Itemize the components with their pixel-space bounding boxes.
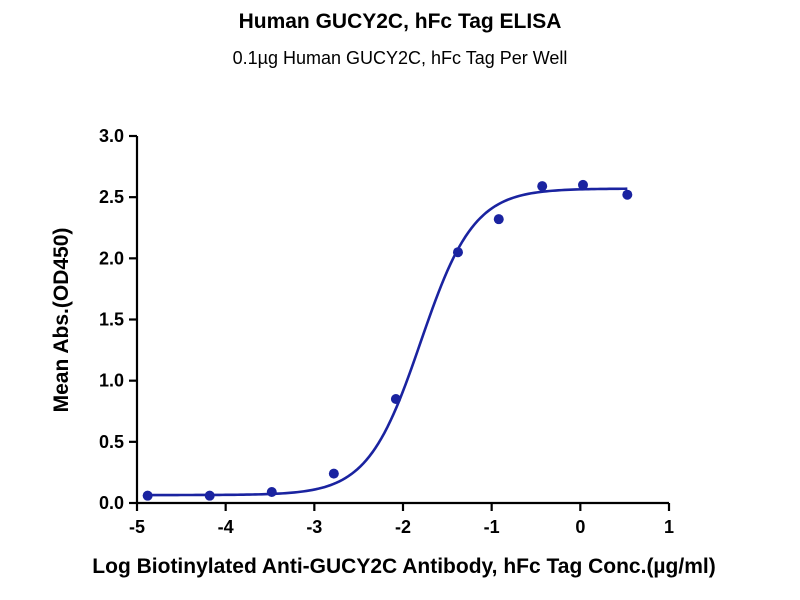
data-point [493, 214, 504, 225]
y-tick-label: 2.0 [99, 248, 124, 268]
y-axis-ticks: 0.0 0.5 1.0 1.5 2.0 2.5 3.0 [99, 126, 137, 513]
x-axis-label: Log Biotinylated Anti-GUCY2C Antibody, h… [92, 555, 715, 578]
data-point [328, 468, 339, 479]
y-tick-label: 0.0 [99, 493, 124, 513]
data-point [577, 179, 588, 190]
chart-subtitle: 0.1µg Human GUCY2C, hFc Tag Per Well [232, 48, 568, 68]
chart-title: Human GUCY2C, hFc Tag ELISA [238, 10, 562, 33]
data-point [142, 490, 153, 501]
data-point [390, 394, 401, 405]
x-tick-label: -2 [395, 517, 411, 537]
y-tick-label: 2.5 [99, 187, 124, 207]
x-tick-label: -4 [218, 517, 234, 537]
x-tick-label: 1 [664, 517, 674, 537]
y-tick-label: 1.0 [99, 371, 124, 391]
y-axis-label: Mean Abs.(OD450) [50, 228, 73, 413]
data-points [142, 179, 633, 501]
y-tick-label: 0.5 [99, 432, 124, 452]
x-tick-label: -3 [306, 517, 322, 537]
x-axis-ticks: -5 -4 -3 -2 -1 0 1 [129, 503, 674, 537]
fit-curve [147, 187, 628, 497]
data-point [622, 189, 633, 200]
axes [135, 136, 669, 505]
data-point [266, 486, 277, 497]
x-tick-label: 0 [575, 517, 585, 537]
fit-curve-layer [147, 187, 628, 497]
data-point [204, 490, 215, 501]
x-tick-label: -5 [129, 517, 145, 537]
data-point [537, 181, 548, 192]
y-tick-label: 3.0 [99, 126, 124, 146]
x-tick-label: -1 [484, 517, 500, 537]
data-point [452, 247, 463, 258]
y-tick-label: 1.5 [99, 310, 124, 330]
